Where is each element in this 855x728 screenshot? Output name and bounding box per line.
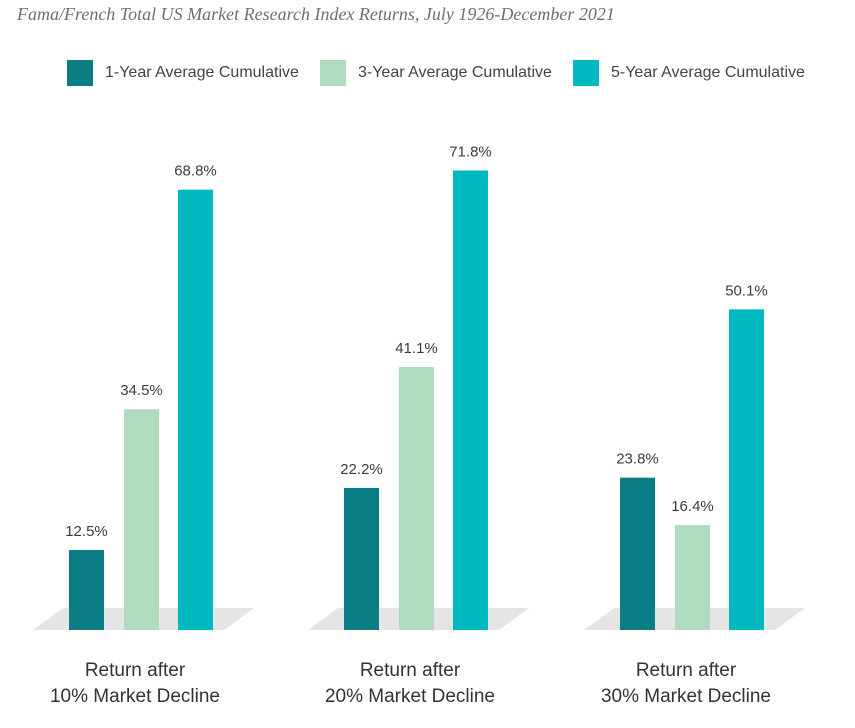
legend-item-3-year: 3-Year Average Cumulative bbox=[320, 58, 552, 88]
bar-value-label-1-year-group-1: 12.5% bbox=[65, 523, 108, 540]
bar-value-label-5-year-group-2: 71.8% bbox=[449, 143, 492, 160]
legend-swatch-1-year bbox=[67, 60, 93, 86]
legend-label-3-year: 3-Year Average Cumulative bbox=[358, 64, 552, 81]
bar-1-year-group-1 bbox=[69, 550, 104, 630]
bar-value-label-5-year-group-3: 50.1% bbox=[725, 282, 768, 299]
bar-value-label-1-year-group-3: 23.8% bbox=[616, 451, 659, 468]
bar-1-year-group-2 bbox=[344, 487, 379, 630]
bar-5-year-group-3 bbox=[729, 309, 764, 630]
bar-3-year-group-1 bbox=[124, 409, 159, 630]
bar-3-year-group-2 bbox=[399, 366, 434, 630]
category-label-1-line-1: Return after bbox=[85, 660, 186, 681]
bar-3-year-group-3 bbox=[675, 525, 710, 630]
category-label-2-line-2: 20% Market Decline bbox=[325, 686, 495, 707]
bar-value-label-3-year-group-3: 16.4% bbox=[671, 498, 714, 515]
bar-value-label-5-year-group-1: 68.8% bbox=[174, 163, 217, 180]
legend-label-1-year: 1-Year Average Cumulative bbox=[105, 64, 299, 81]
category-label-3-line-1: Return after bbox=[636, 660, 737, 681]
legend-swatch-3-year bbox=[320, 60, 346, 86]
category-label-1-line-2: 10% Market Decline bbox=[50, 686, 220, 707]
legend-item-1-year: 1-Year Average Cumulative bbox=[67, 58, 299, 88]
chart-title: Fama/French Total US Market Research Ind… bbox=[17, 4, 615, 24]
category-label-2-line-1: Return after bbox=[360, 660, 461, 681]
legend: 1-Year Average Cumulative 3-Year Average… bbox=[0, 58, 855, 88]
bar-5-year-group-1 bbox=[178, 189, 213, 630]
legend-label-5-year: 5-Year Average Cumulative bbox=[611, 64, 805, 81]
bar-5-year-group-2 bbox=[453, 170, 488, 631]
category-label-3-line-2: 30% Market Decline bbox=[601, 686, 771, 707]
legend-swatch-5-year bbox=[573, 60, 599, 86]
bar-value-label-3-year-group-2: 41.1% bbox=[395, 340, 438, 357]
bar-value-label-1-year-group-2: 22.2% bbox=[340, 461, 383, 478]
bar-value-label-3-year-group-1: 34.5% bbox=[120, 382, 163, 399]
bar-1-year-group-3 bbox=[620, 477, 655, 630]
legend-item-5-year: 5-Year Average Cumulative bbox=[573, 58, 805, 88]
